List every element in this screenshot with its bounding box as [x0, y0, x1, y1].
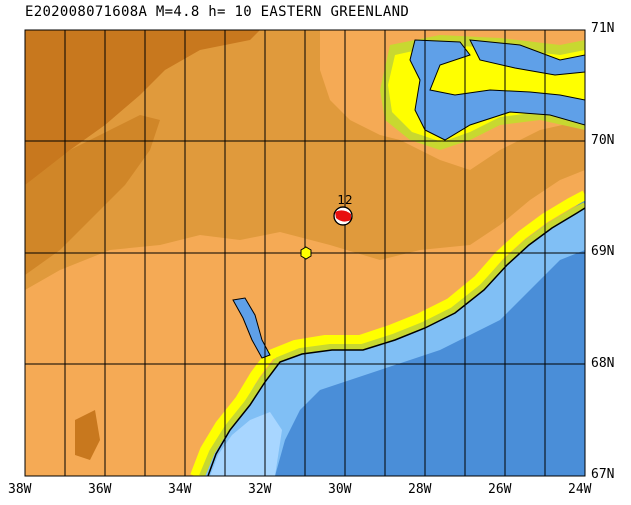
coastline [207, 207, 585, 476]
beachball-icon[interactable] [333, 206, 353, 226]
lon-label-38w: 38W [8, 482, 32, 497]
ice-plateau-high [25, 30, 260, 185]
lon-label-24w: 24W [568, 482, 592, 497]
nunatak-1 [75, 410, 100, 460]
lon-label-28w: 28W [408, 482, 432, 497]
coast-green [199, 202, 585, 476]
lon-label-34w: 34W [168, 482, 192, 497]
lon-label-36w: 36W [88, 482, 112, 497]
fjord-north-water [409, 39, 585, 141]
fjord-scoresby [232, 297, 271, 359]
lon-label-26w: 26W [488, 482, 512, 497]
lon-label-30w: 30W [328, 482, 352, 497]
lat-label-69n: 69N [591, 244, 615, 259]
ocean-shelf-south [210, 412, 282, 476]
interior-mid-patch [390, 180, 465, 240]
graticule [24, 29, 586, 477]
lat-label-67n: 67N [591, 467, 615, 482]
lat-label-68n: 68N [591, 356, 615, 371]
fjord-north-branch [469, 39, 585, 76]
event-label: 12 [337, 193, 352, 207]
lat-label-71n: 71N [591, 21, 615, 36]
epicenter-marker[interactable] [300, 246, 312, 260]
coast-yellow [190, 190, 585, 476]
lat-label-70n: 70N [591, 133, 615, 148]
map-title: E202008071608A M=4.8 h= 10 EASTERN GREEN… [25, 4, 410, 20]
lon-label-32w: 32W [248, 482, 272, 497]
ice-plateau-mid [25, 115, 160, 275]
